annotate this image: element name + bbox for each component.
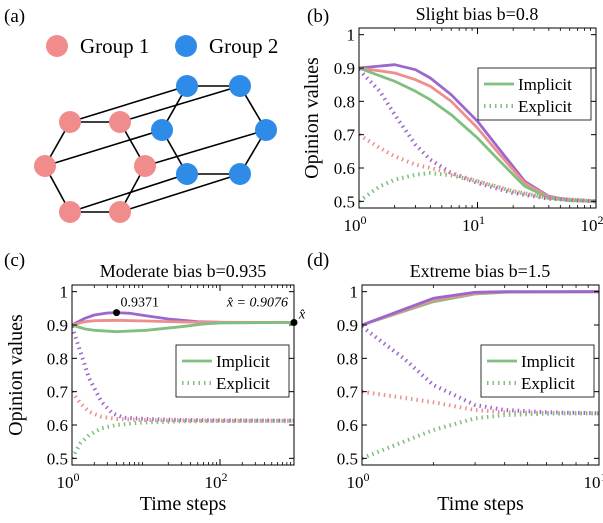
x-tick-label: 102 bbox=[205, 470, 228, 492]
series-line-green-dotted bbox=[72, 418, 294, 460]
series-group bbox=[359, 63, 596, 204]
network-edge bbox=[119, 85, 241, 123]
chart-panel-b: (b) Slight bias b=0.8 0.5 0.6 0.7 0.8 0.9 1 100 1… bbox=[301, 4, 603, 235]
series-line-green-dotted bbox=[362, 411, 599, 461]
network-panel: (a) Group 1 Group 2 bbox=[4, 6, 278, 223]
network-node-group-2 bbox=[255, 119, 277, 141]
series-line-purple-dotted bbox=[362, 325, 599, 416]
network-node-group-2 bbox=[229, 75, 251, 97]
network-edge bbox=[119, 173, 241, 213]
legend-box bbox=[477, 67, 592, 121]
plot-frame bbox=[361, 284, 600, 466]
y-tick-label: 0.8 bbox=[337, 349, 358, 368]
legend-label-explicit: Explicit bbox=[521, 374, 575, 393]
plot-frame bbox=[71, 284, 295, 466]
network-node-group-2 bbox=[151, 119, 173, 141]
series-line-purple-solid bbox=[362, 290, 599, 327]
network-node-group-1 bbox=[134, 155, 156, 177]
panel-label-d: (d) bbox=[307, 250, 329, 271]
legend-label-implicit: Implicit bbox=[216, 352, 270, 371]
legend-label-group-2: Group 2 bbox=[209, 34, 278, 58]
network-edge bbox=[144, 129, 267, 167]
x-tick-label: 102 bbox=[581, 213, 603, 235]
legend-label-implicit: Implicit bbox=[518, 75, 572, 94]
network-edge bbox=[69, 85, 188, 123]
panel-label-a: (a) bbox=[4, 6, 25, 27]
network-node-group-2 bbox=[176, 75, 198, 97]
y-tick-label: 0.7 bbox=[334, 126, 356, 145]
network-nodes bbox=[34, 75, 277, 223]
network-node-group-2 bbox=[176, 163, 198, 185]
charts: (b) Slight bias b=0.8 0.5 0.6 0.7 0.8 0.9 1 100 1… bbox=[4, 4, 603, 515]
y-tick-label: 1 bbox=[60, 283, 69, 302]
network-node-group-1 bbox=[59, 201, 81, 223]
legend-label-group-1: Group 1 bbox=[80, 34, 149, 58]
chart-title: Slight bias b=0.8 bbox=[416, 4, 539, 24]
series-line-green-solid bbox=[362, 290, 599, 327]
x-tick-label: 100 bbox=[57, 470, 80, 492]
chart-title: Extreme bias b=1.5 bbox=[410, 261, 551, 281]
panel-label-c: (c) bbox=[4, 250, 25, 271]
y-tick-label: 0.5 bbox=[334, 192, 355, 211]
chart-panel-c: (c) Moderate bias b=0.935 0.5 0.6 0.7 0.8 0.9 1… bbox=[4, 250, 306, 515]
network-edge bbox=[44, 129, 163, 167]
series-line-red-dotted bbox=[359, 133, 596, 204]
legend: Implicit Explicit bbox=[480, 344, 595, 398]
annotation-marker-steady bbox=[290, 318, 298, 326]
series-line-green-dotted bbox=[359, 171, 596, 204]
legend-box bbox=[175, 344, 290, 398]
network-node-group-1 bbox=[109, 111, 131, 133]
legend-label-explicit: Explicit bbox=[518, 97, 572, 116]
y-tick-label: 0.7 bbox=[47, 383, 69, 402]
chart-title: Moderate bias b=0.935 bbox=[100, 261, 267, 281]
annotation-marker-peak bbox=[113, 309, 121, 317]
legend-label-explicit: Explicit bbox=[216, 374, 270, 393]
y-tick-label: 0.6 bbox=[337, 416, 358, 435]
legend: Implicit Explicit bbox=[175, 344, 290, 398]
annotation-steady-state: x̂ = 0.9076 bbox=[226, 295, 288, 310]
y-tick-label: 0.8 bbox=[47, 349, 68, 368]
series-line-red-solid bbox=[362, 290, 599, 327]
y-tick-label: 1 bbox=[347, 26, 356, 45]
y-tick-label: 0.7 bbox=[337, 383, 359, 402]
y-tick-label: 0.9 bbox=[334, 59, 355, 78]
network-node-group-1 bbox=[109, 201, 131, 223]
legend-label-implicit: Implicit bbox=[521, 352, 575, 371]
legend: Implicit Explicit bbox=[477, 67, 592, 121]
x-tick-label: 101 bbox=[584, 470, 603, 492]
network-edge bbox=[69, 173, 188, 213]
annotation-xhat-label: x̂ bbox=[298, 307, 306, 322]
network-node-group-1 bbox=[34, 155, 56, 177]
legend-marker-group-1 bbox=[46, 35, 68, 57]
panel-label-b: (b) bbox=[307, 6, 329, 27]
y-tick-label: 0.6 bbox=[47, 416, 68, 435]
y-tick-label: 0.8 bbox=[334, 92, 355, 111]
chart-panel-d: (d) Extreme bias b=1.5 0.5 0.6 0.7 0.8 0.9 1 100… bbox=[307, 250, 603, 515]
series-group bbox=[72, 311, 294, 460]
network-node-group-1 bbox=[59, 111, 81, 133]
series-line-green-solid bbox=[72, 321, 294, 334]
series-group bbox=[362, 290, 599, 461]
x-tick-label: 101 bbox=[462, 213, 485, 235]
x-axis-label: Time steps bbox=[140, 493, 227, 515]
network-edges bbox=[44, 85, 267, 213]
y-tick-label: 1 bbox=[350, 283, 359, 302]
annotation-peak-value: 0.9371 bbox=[121, 296, 159, 311]
y-tick-label: 0.5 bbox=[47, 449, 68, 468]
legend-marker-group-2 bbox=[175, 35, 197, 57]
y-tick-label: 0.9 bbox=[337, 316, 358, 335]
y-axis-label: Opinion values bbox=[5, 314, 27, 436]
y-tick-label: 0.6 bbox=[334, 159, 355, 178]
y-axis-label: Opinion values bbox=[301, 57, 323, 179]
series-line-purple-dotted bbox=[359, 68, 596, 204]
legend-box bbox=[480, 344, 595, 398]
y-tick-label: 0.5 bbox=[337, 449, 358, 468]
network-node-group-2 bbox=[229, 163, 251, 185]
y-tick-label: 0.9 bbox=[47, 316, 68, 335]
x-axis-label: Time steps bbox=[437, 493, 524, 515]
x-tick-label: 100 bbox=[347, 470, 370, 492]
x-tick-label: 100 bbox=[344, 213, 367, 235]
